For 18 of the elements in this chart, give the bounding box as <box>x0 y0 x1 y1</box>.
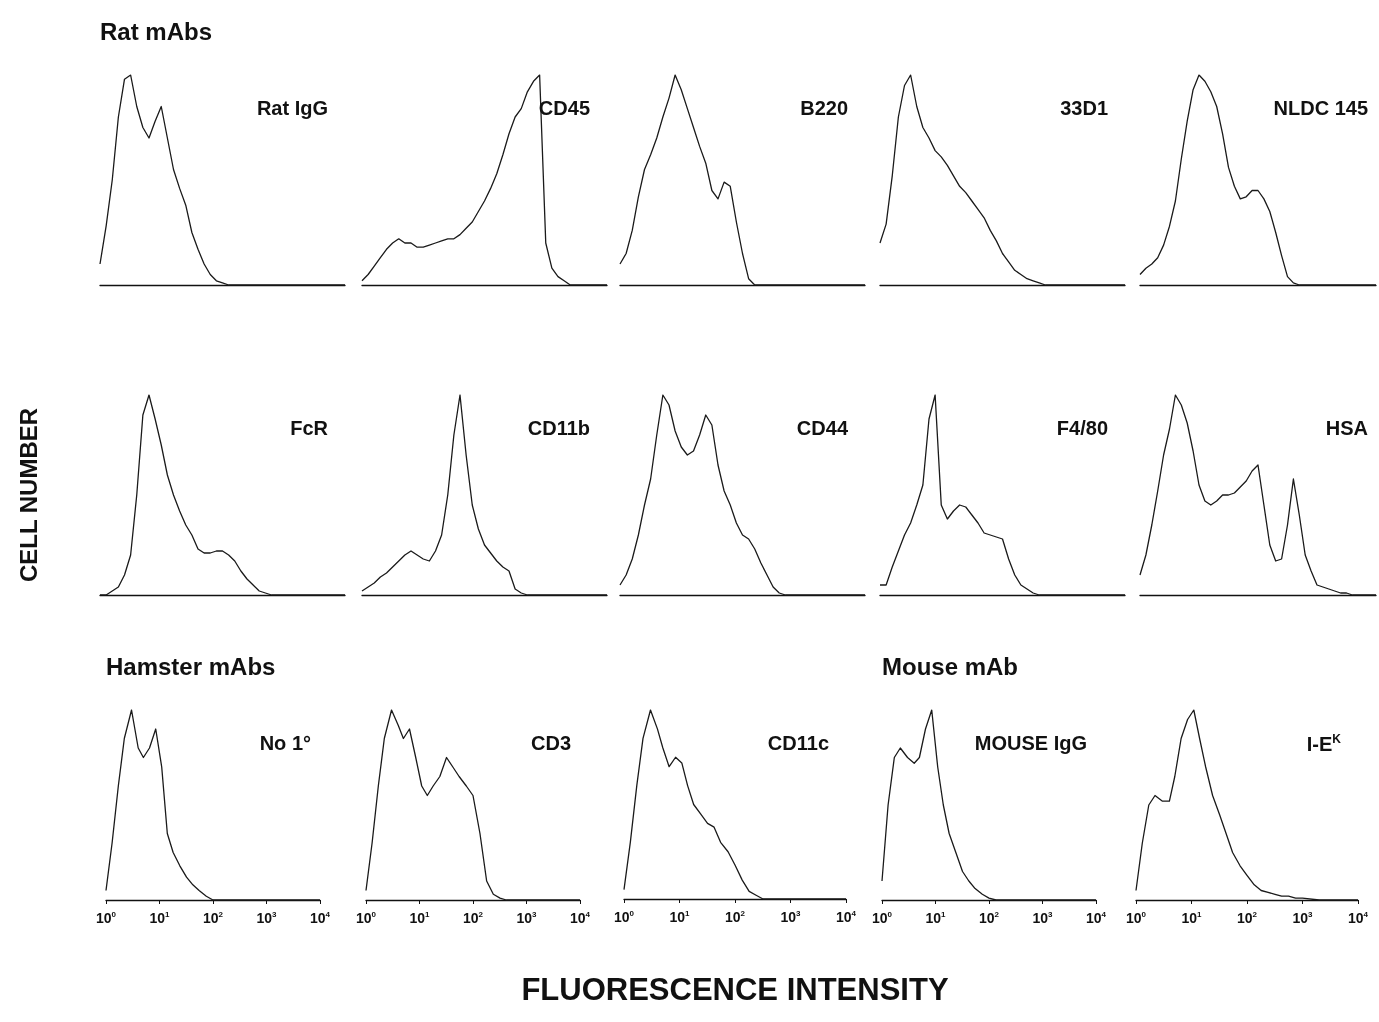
text: CD44 <box>796 417 849 439</box>
text: B220 <box>800 97 848 119</box>
text: CD3 <box>530 732 572 754</box>
text: No 1° <box>259 732 312 754</box>
text: HSA <box>1325 417 1369 439</box>
text: Rat IgG <box>256 97 329 119</box>
text: NLDC 145 <box>1273 97 1369 119</box>
chart-subtitle: Rat mAbs <box>100 17 213 45</box>
text: FcR <box>290 417 329 439</box>
chart-subtitle: Hamster mAbs <box>106 652 276 680</box>
text: MOUSE IgG <box>974 732 1088 754</box>
text: CD11b <box>527 417 590 439</box>
text: CD11c <box>767 732 829 754</box>
chart-subtitle: Mouse mAb <box>882 652 1019 680</box>
text: 33D1 <box>1060 97 1108 119</box>
text: F4/80 <box>1056 417 1109 439</box>
x-axis-title: FLUORESCENCE INTENSITY <box>521 972 949 1007</box>
y-axis-title: CELL NUMBER <box>14 407 42 583</box>
